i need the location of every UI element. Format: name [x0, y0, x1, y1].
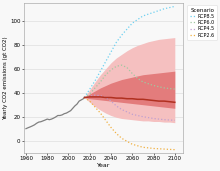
- X-axis label: Year: Year: [97, 163, 110, 168]
- Legend: RCP8.5, RCP6.0, RCP4.5, RCP2.6: RCP8.5, RCP6.0, RCP4.5, RCP2.6: [187, 5, 217, 40]
- Y-axis label: Yearly CO2 emissions (gt CO2): Yearly CO2 emissions (gt CO2): [3, 36, 8, 120]
